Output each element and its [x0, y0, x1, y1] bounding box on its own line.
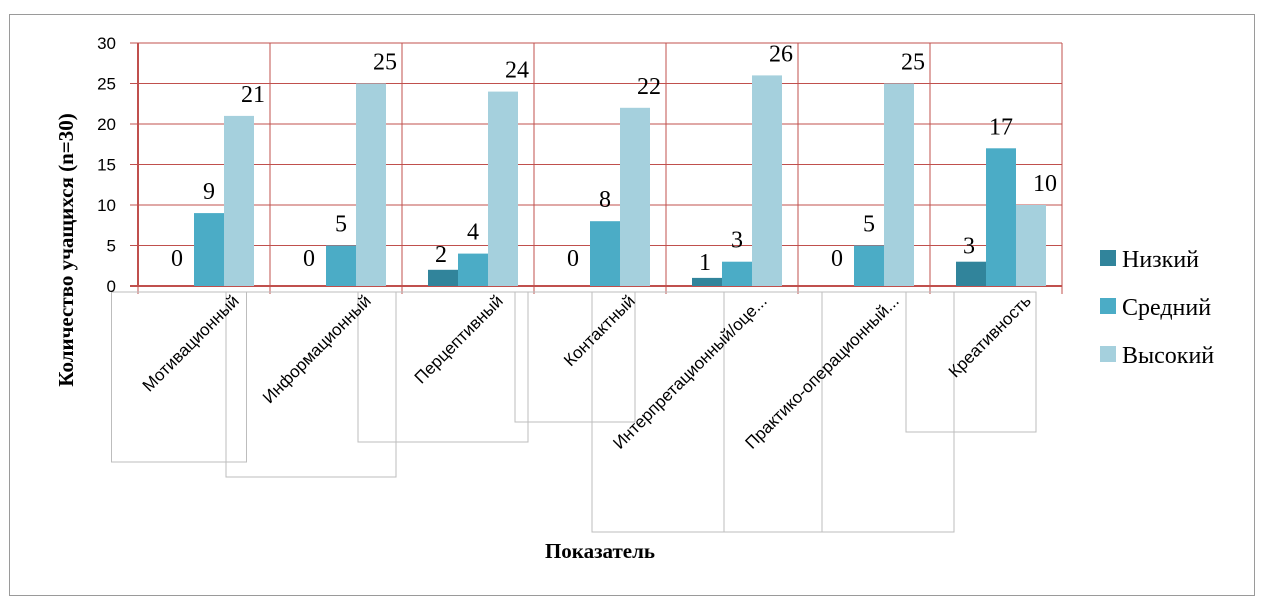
category-label-box	[723, 291, 955, 533]
data-label: 22	[637, 74, 661, 100]
data-label: 21	[241, 82, 265, 108]
bar	[458, 253, 488, 286]
bar	[722, 261, 752, 286]
y-tick-label: 30	[97, 34, 116, 53]
bar	[884, 83, 914, 286]
data-label: 5	[335, 212, 347, 238]
bars	[194, 75, 1046, 287]
bar	[956, 261, 986, 286]
data-label: 24	[505, 58, 529, 84]
category-label: Интерпретационный/оце...	[609, 291, 770, 452]
data-label: 5	[863, 212, 875, 238]
bar	[428, 269, 458, 286]
y-tick-label: 10	[97, 196, 116, 215]
category-label: Креативность	[945, 291, 1035, 381]
bar	[752, 75, 782, 287]
bar	[356, 83, 386, 286]
legend-label: Высокий	[1122, 343, 1214, 369]
data-label: 2	[435, 242, 447, 268]
data-label: 0	[303, 246, 315, 272]
bar	[488, 91, 518, 286]
legend-swatch	[1100, 250, 1116, 266]
bar	[854, 245, 884, 286]
category-label-box	[514, 291, 636, 423]
legend-label: Средний	[1122, 295, 1211, 321]
data-label: 0	[171, 246, 183, 272]
legend-swatch	[1100, 298, 1116, 314]
category-label-box	[111, 291, 247, 463]
data-label: 3	[731, 228, 743, 254]
y-tick-label: 15	[97, 156, 116, 175]
legend-label: Низкий	[1122, 247, 1199, 273]
bar	[590, 221, 620, 286]
data-label: 0	[567, 246, 579, 272]
data-label: 3	[963, 234, 975, 260]
category-label-box	[591, 291, 823, 533]
bar	[986, 148, 1016, 286]
bar	[620, 107, 650, 286]
data-label: 4	[467, 220, 479, 246]
data-label: 0	[831, 246, 843, 272]
data-label: 1	[699, 250, 711, 276]
data-label: 9	[203, 179, 215, 205]
category-label-boxes	[111, 291, 1037, 533]
category-label-box	[905, 291, 1037, 433]
bar	[1016, 205, 1046, 286]
x-axis-title: Показатель	[545, 539, 655, 563]
data-label: 8	[599, 187, 611, 213]
y-tick-label: 5	[107, 237, 116, 256]
data-label: 10	[1033, 171, 1057, 197]
category-label: Перцептивный	[411, 291, 507, 387]
category-label: Контактный	[560, 291, 639, 370]
data-label: 26	[769, 41, 793, 67]
y-tick-label: 0	[107, 277, 116, 296]
data-label: 17	[989, 114, 1013, 140]
data-label: 25	[901, 50, 925, 76]
y-tick-label: 20	[97, 115, 116, 134]
legend-swatch	[1100, 346, 1116, 362]
category-label-box	[225, 291, 397, 478]
bar	[692, 277, 722, 286]
y-tick-label: 25	[97, 75, 116, 94]
legend: Низкий Средний Высокий	[1100, 247, 1214, 369]
data-label: 25	[373, 50, 397, 76]
bar	[194, 213, 224, 286]
y-axis-title: Количество учащихся (n=30)	[54, 113, 78, 386]
bar	[224, 115, 254, 287]
category-label-box	[357, 291, 529, 443]
y-tick-labels: 0 5 10 15 20 25 30	[97, 34, 116, 296]
category-label: Информационный	[259, 291, 375, 407]
bar	[326, 245, 356, 286]
category-labels: Мотивационный Информационный Перцептивный К…	[139, 291, 1035, 452]
category-label: Мотивационный	[139, 291, 243, 395]
